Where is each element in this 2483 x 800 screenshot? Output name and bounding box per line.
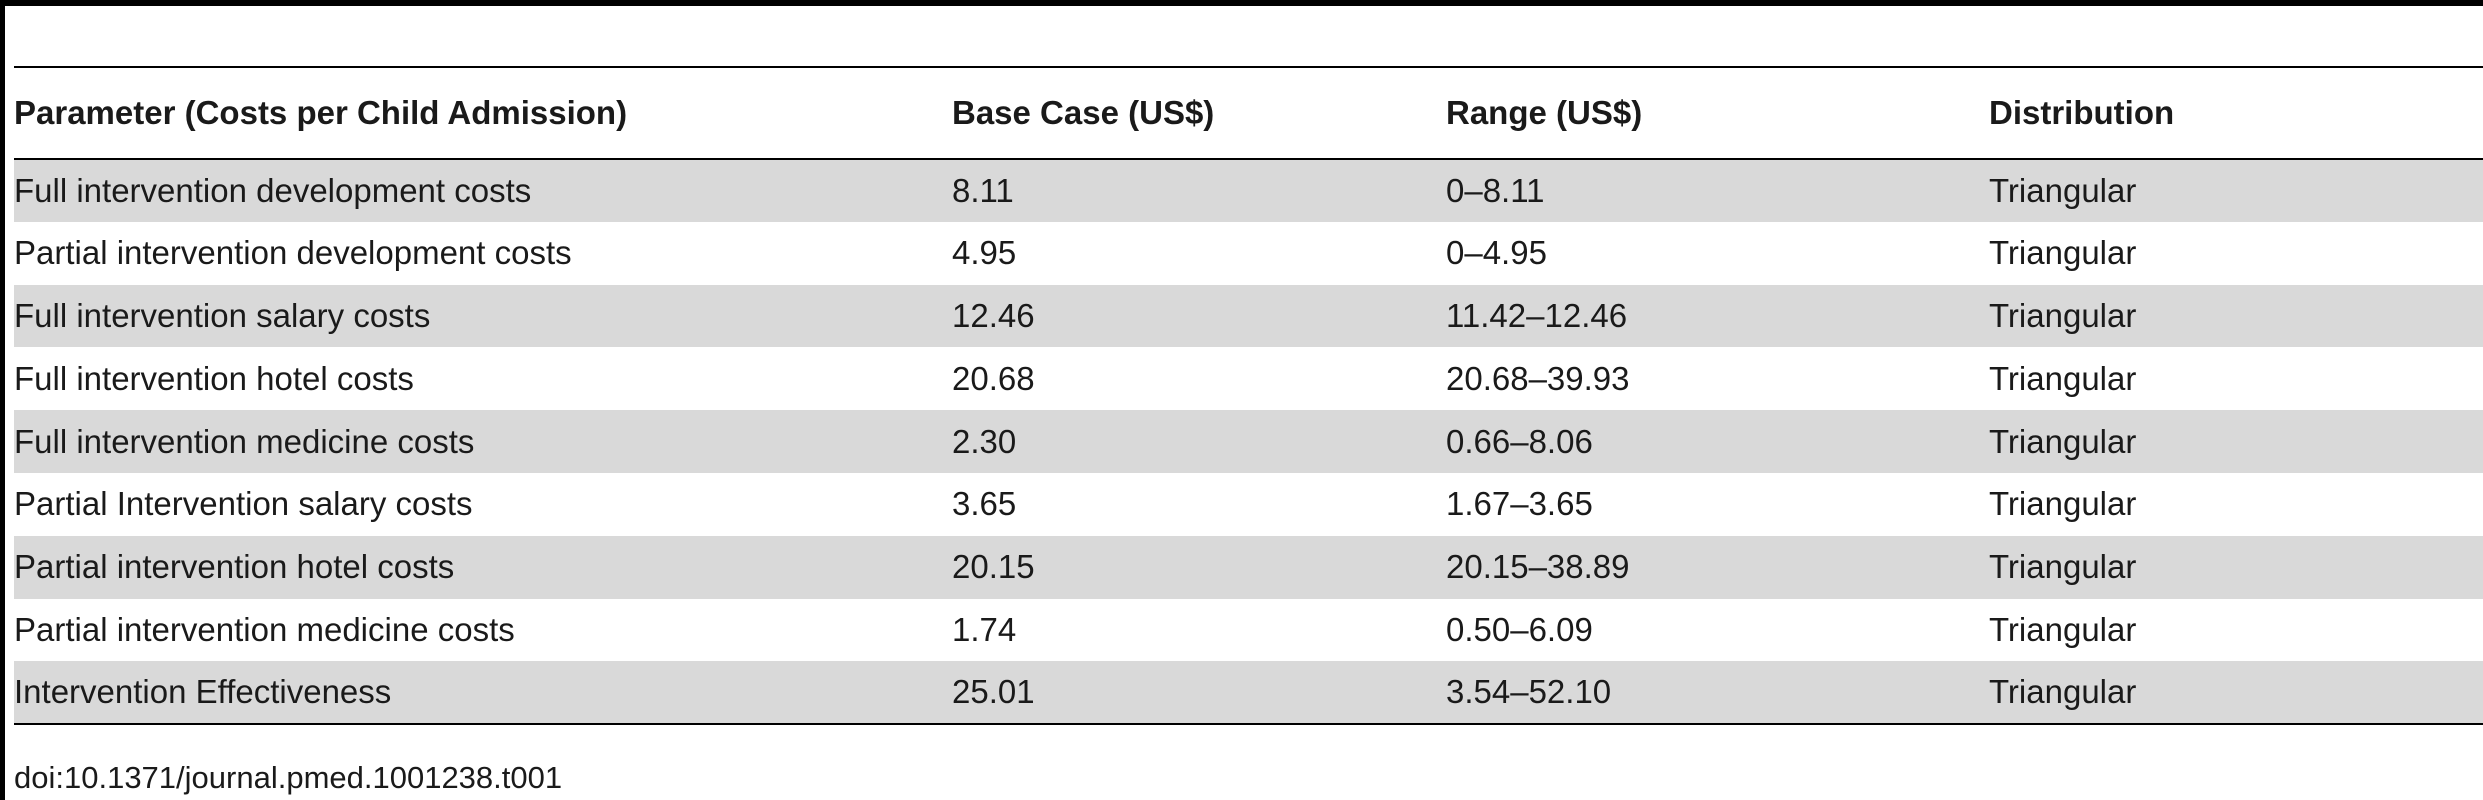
cell-distribution: Triangular [1989,610,2137,648]
table-row: Partial Intervention salary costs 3.65 1… [14,473,2483,536]
cell-base-case: 20.68 [952,359,1035,397]
cell-distribution: Triangular [1989,296,2137,334]
cell-range: 1.67–3.65 [1446,485,1593,523]
header-distribution: Distribution [1989,94,2175,131]
cell-range: 0.50–6.09 [1446,610,1593,648]
table-container: Parameter (Costs per Child Admission) Ba… [14,66,2483,725]
cell-distribution: Triangular [1989,673,2137,711]
cell-base-case: 12.46 [952,296,1035,334]
cell-base-case: 8.11 [952,171,1014,209]
top-rule [0,0,2483,6]
cell-parameter: Full intervention development costs [14,171,532,209]
cell-base-case: 1.74 [952,610,1017,648]
cell-distribution: Triangular [1989,548,2137,586]
header-parameter: Parameter (Costs per Child Admission) [14,94,628,131]
table-row: Full intervention medicine costs 2.30 0.… [14,410,2483,473]
cell-range: 0.66–8.06 [1446,422,1593,460]
table-header-row: Parameter (Costs per Child Admission) Ba… [14,67,2483,159]
cell-base-case: 25.01 [952,673,1035,711]
parameters-table: Parameter (Costs per Child Admission) Ba… [14,66,2483,725]
left-rule [0,0,5,800]
cell-range: 20.15–38.89 [1446,548,1630,586]
cell-distribution: Triangular [1989,485,2137,523]
cell-range: 3.54–52.10 [1446,673,1612,711]
cell-parameter: Full intervention salary costs [14,296,431,334]
cell-distribution: Triangular [1989,422,2137,460]
header-range: Range (US$) [1446,94,1643,131]
cell-base-case: 20.15 [952,548,1035,586]
table-row: Full intervention development costs 8.11… [14,159,2483,222]
cell-parameter: Partial intervention medicine costs [14,610,515,648]
doi-footer: doi:10.1371/journal.pmed.1001238.t001 [14,760,563,795]
cell-range: 0–8.11 [1446,171,1545,209]
table-row: Full intervention salary costs 12.46 11.… [14,284,2483,348]
cell-parameter: Full intervention medicine costs [14,422,475,460]
table-row: Intervention Effectiveness 25.01 3.54–52… [14,661,2483,725]
cell-parameter: Partial intervention development costs [14,234,572,272]
header-base-case: Base Case (US$) [952,94,1215,131]
cell-range: 0–4.95 [1446,234,1547,272]
cell-distribution: Triangular [1989,171,2137,209]
cell-distribution: Triangular [1989,234,2137,272]
cell-base-case: 3.65 [952,485,1017,523]
table-row: Full intervention hotel costs 20.68 20.6… [14,347,2483,410]
cell-range: 20.68–39.93 [1446,359,1630,397]
cell-base-case: 4.95 [952,234,1017,272]
table-row: Partial intervention medicine costs 1.74… [14,599,2483,662]
cell-range: 11.42–12.46 [1446,296,1628,334]
table-row: Partial intervention hotel costs 20.15 2… [14,535,2483,599]
cell-parameter: Full intervention hotel costs [14,359,414,397]
cell-parameter: Partial intervention hotel costs [14,548,455,586]
cell-parameter: Partial Intervention salary costs [14,485,473,523]
cell-distribution: Triangular [1989,359,2137,397]
cell-parameter: Intervention Effectiveness [14,673,392,711]
table-row: Partial intervention development costs 4… [14,222,2483,285]
cell-base-case: 2.30 [952,422,1017,460]
